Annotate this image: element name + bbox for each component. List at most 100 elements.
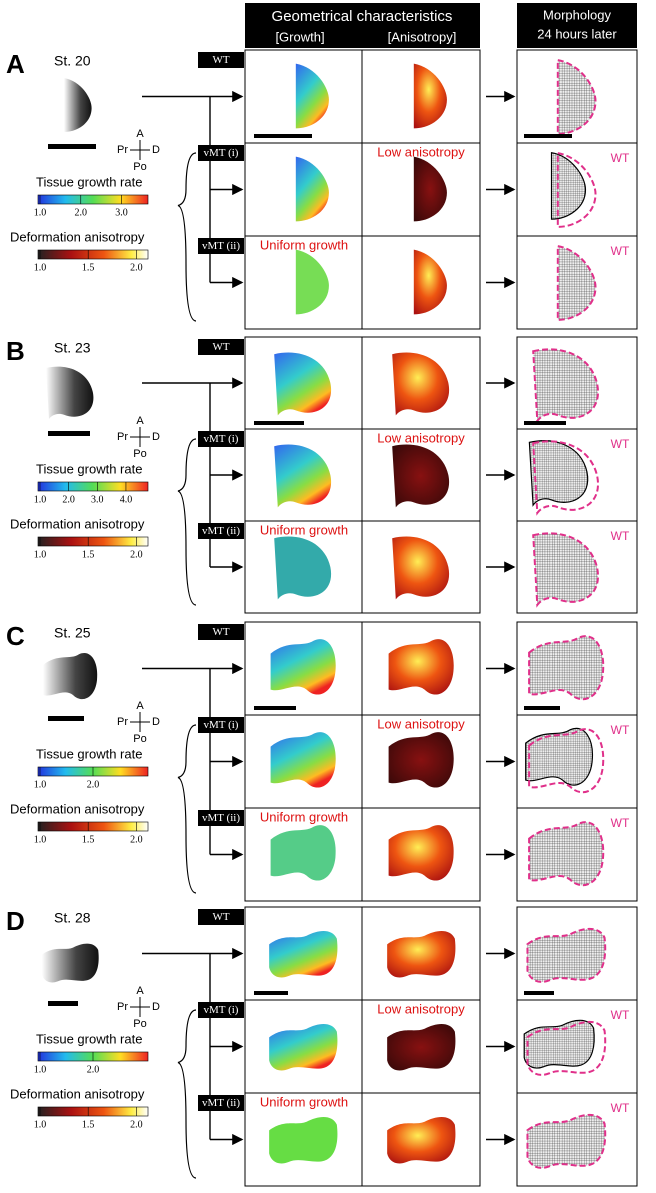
- colorbar-tick-label: 1.0: [34, 1119, 47, 1130]
- anisotropy-map: [392, 536, 450, 600]
- colorbar-tick-label: 2.0: [62, 494, 75, 505]
- morph-grid: [516, 621, 638, 902]
- wt-outline: [533, 441, 598, 513]
- colorbar-tick-label: 3.0: [91, 494, 104, 505]
- stage-silhouette: [64, 78, 92, 132]
- panel-letter: A: [6, 49, 25, 79]
- colorbar-title: Tissue growth rate: [36, 746, 142, 761]
- row-label-box: [198, 1095, 244, 1111]
- annotation: Uniform growth: [260, 1094, 348, 1109]
- header-box: [517, 3, 637, 48]
- morph-grid-lines: [517, 142, 637, 237]
- morphology-mesh: [527, 929, 605, 982]
- growth-map: [274, 536, 332, 600]
- header-title: Geometrical characteristics: [272, 8, 453, 25]
- stage-label: St. 20: [54, 53, 91, 69]
- scale-bar: [254, 134, 312, 138]
- stage-silhouette: [41, 943, 99, 983]
- morph-grid: [516, 336, 638, 614]
- anisotropy-map: [387, 930, 456, 978]
- compass: [130, 427, 150, 447]
- morphology-mesh: [533, 349, 598, 421]
- compass-label: Po: [133, 1018, 146, 1030]
- morphology-mesh: [552, 153, 586, 219]
- colorbar: [37, 481, 149, 492]
- map-grid-lines: [245, 337, 480, 613]
- colorbar-tick-label: 1.0: [34, 262, 47, 273]
- row-label: WT: [212, 341, 229, 353]
- wt-label: WT: [611, 816, 630, 830]
- growth-map: [295, 156, 329, 222]
- header-morphology: 24 hours later: [537, 26, 617, 41]
- row-label: vMT (i): [204, 1004, 239, 1016]
- wt-label: WT: [611, 437, 630, 451]
- row-label: vMT (i): [204, 147, 239, 159]
- row-label-box: [198, 1002, 244, 1018]
- row-label-box: [198, 431, 244, 447]
- colorbar: [37, 821, 149, 832]
- morph-grid: [516, 49, 638, 330]
- growth-map: [274, 352, 332, 416]
- scale-bar: [524, 134, 572, 138]
- compass-label: Pr: [117, 431, 128, 443]
- compass: [130, 140, 150, 160]
- growth-map: [269, 1023, 338, 1071]
- scale-bar: [524, 421, 566, 425]
- morphology-mesh: [529, 822, 603, 885]
- compass-label: Pr: [117, 144, 128, 156]
- row-label: WT: [212, 54, 229, 66]
- growth-map: [270, 732, 336, 788]
- colorbar-tick-label: 2.0: [130, 1119, 143, 1130]
- panel-letter: D: [6, 906, 25, 936]
- scale-bar: [48, 431, 90, 436]
- morphology-mesh: [558, 246, 596, 320]
- wt-label: WT: [611, 1008, 630, 1022]
- wt-outline: [529, 729, 603, 792]
- anisotropy-map: [388, 825, 454, 881]
- colorbar-tick-label: 1.0: [34, 549, 47, 560]
- map-grid-lines: [245, 622, 480, 901]
- compass-label: D: [152, 716, 160, 728]
- colorbar-tick-label: 2.0: [87, 779, 100, 790]
- growth-map: [270, 825, 336, 881]
- compass-label: A: [136, 985, 144, 997]
- colorbar-title: Tissue growth rate: [36, 1031, 142, 1046]
- morphology-mesh: [524, 1020, 594, 1068]
- row-label: vMT (ii): [202, 525, 240, 537]
- growth-map: [269, 1116, 338, 1164]
- anisotropy-map: [387, 1023, 456, 1071]
- morph-grid-lines: [517, 999, 637, 1094]
- row-label-box: [198, 145, 244, 161]
- annotation: Uniform growth: [260, 522, 348, 537]
- annotation: Low anisotropy: [377, 144, 465, 159]
- scale-bar: [254, 706, 296, 710]
- colorbar-tick-label: 2.0: [130, 549, 143, 560]
- annotation: Uniform growth: [260, 237, 348, 252]
- morphology-mesh: [533, 533, 598, 605]
- colorbar: [37, 1106, 149, 1117]
- anisotropy-map: [413, 249, 447, 315]
- wt-outline: [558, 153, 596, 227]
- growth-map: [295, 249, 329, 315]
- colorbar: [37, 249, 149, 260]
- scale-bar: [524, 706, 560, 710]
- scale-bar: [254, 421, 304, 425]
- colorbar-tick-label: 1.0: [34, 494, 47, 505]
- row-label-box: [198, 339, 244, 355]
- row-label-box: [198, 909, 244, 925]
- colorbar-tick-label: 1.5: [82, 834, 95, 845]
- map-grid-lines: [245, 50, 480, 329]
- growth-map: [270, 639, 336, 695]
- stage-silhouette: [46, 366, 94, 419]
- anisotropy-map: [392, 352, 450, 416]
- anisotropy-map: [392, 444, 450, 508]
- row-label: WT: [212, 626, 229, 638]
- wt-label: WT: [611, 1101, 630, 1115]
- scale-bar: [524, 991, 554, 995]
- scale-bar: [48, 1001, 78, 1006]
- brace: [177, 1009, 197, 1179]
- compass-label: Pr: [117, 716, 128, 728]
- colorbar: [37, 536, 149, 547]
- row-label: vMT (ii): [202, 1097, 240, 1109]
- growth-map: [274, 444, 332, 508]
